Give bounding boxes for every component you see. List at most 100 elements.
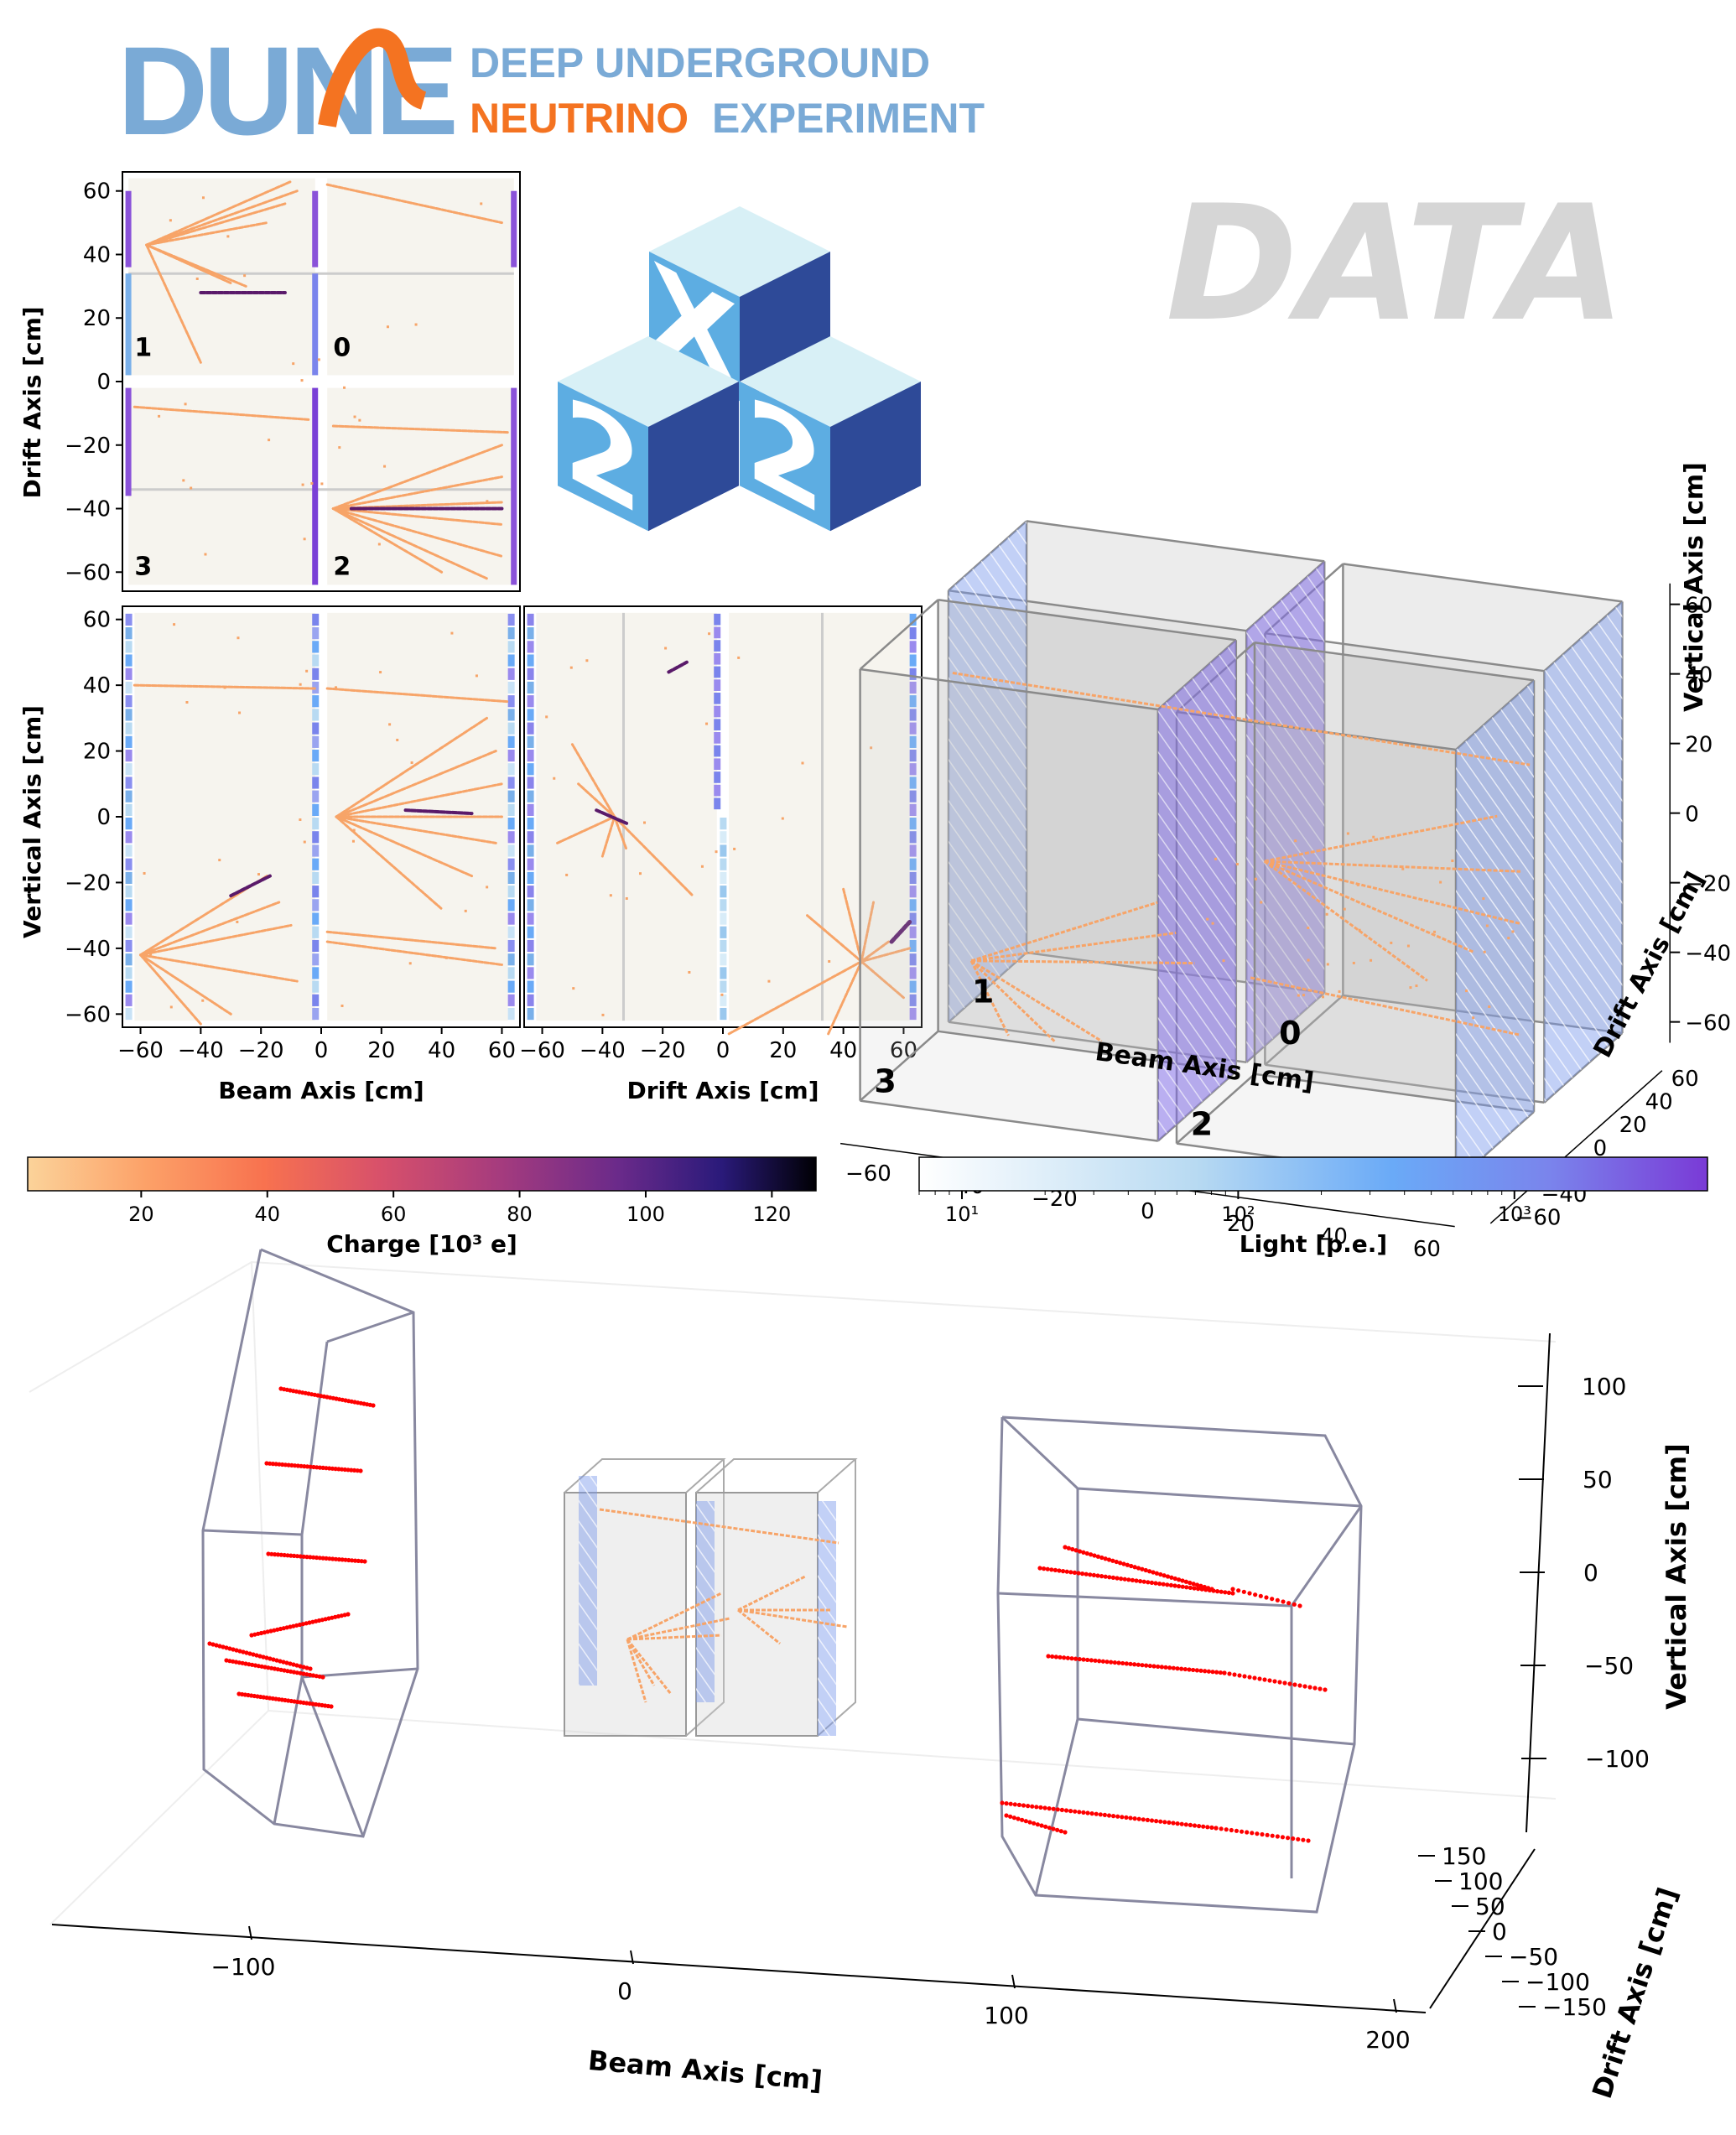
- muon-hit: [308, 1464, 313, 1469]
- top-left-ylabel: Drift Axis [cm]: [18, 306, 46, 498]
- light-detector-cell: [720, 871, 727, 885]
- muon-hit: [1140, 1566, 1145, 1571]
- muon-hit: [1158, 1819, 1163, 1824]
- light-detector-cell: [507, 749, 515, 762]
- charge-hit: [353, 415, 356, 418]
- light-detector-cell: [527, 613, 534, 626]
- light-detector-cell: [507, 967, 515, 979]
- charge-track: [331, 507, 444, 574]
- charge-track: [595, 808, 629, 825]
- charge-track: [331, 424, 510, 434]
- muon-hit: [1183, 1822, 1188, 1827]
- light-detector-cell: [527, 899, 534, 912]
- mini-light-panel: [818, 1501, 836, 1736]
- charge-track: [556, 815, 616, 844]
- muon-hit: [346, 1557, 351, 1563]
- charge-hit-3d: [1358, 928, 1361, 932]
- muon-hit: [1100, 1659, 1105, 1664]
- drift-tick-label: −60: [1515, 1206, 1562, 1231]
- light-panel: [1456, 680, 1534, 1182]
- muon-hit: [1008, 1801, 1013, 1806]
- muon-hit: [1236, 1588, 1241, 1593]
- light-detector-cell: [527, 709, 534, 721]
- light-detector-cell: [125, 695, 133, 708]
- muon-hit: [336, 1467, 341, 1472]
- light-detector-cell: [312, 627, 320, 640]
- light-detector-cell: [527, 980, 534, 993]
- muon-hit: [301, 1665, 306, 1670]
- light-detector-cell: [507, 709, 515, 721]
- light-detector-cell: [125, 994, 133, 1006]
- light-detector-cell: [909, 818, 917, 830]
- muon-hit: [1302, 1684, 1307, 1689]
- muon-hit: [336, 1557, 341, 1562]
- charge-track: [860, 940, 890, 964]
- module-3-box-edge: [859, 1030, 939, 1102]
- charge-hit: [169, 1005, 173, 1009]
- muon-hit: [1277, 1680, 1282, 1685]
- muon-hit: [1138, 1579, 1143, 1584]
- muon-hit: [284, 1660, 289, 1665]
- muon-hit: [1301, 1837, 1306, 1842]
- light-detector-bar: [312, 273, 319, 376]
- muon-hit: [1149, 1580, 1154, 1585]
- light-detector-cell: [312, 953, 320, 966]
- charge-track: [335, 782, 503, 818]
- light-detector-cell: [527, 627, 534, 640]
- muon-hit: [233, 1660, 239, 1665]
- muon-hit: [1161, 1582, 1166, 1587]
- muon-hit: [298, 1670, 303, 1675]
- light-detector-cell: [527, 777, 534, 789]
- muon-detector-right-edge: [996, 1416, 1363, 1914]
- charge-hit: [340, 1004, 344, 1007]
- muon-hit: [1051, 1826, 1056, 1831]
- charge-track: [613, 815, 628, 851]
- muon-hit: [1219, 1589, 1224, 1594]
- charge-hit: [475, 674, 478, 678]
- x-tick-label: −60: [117, 1038, 164, 1063]
- muon-hit: [301, 1671, 306, 1676]
- light-detector-cell: [507, 668, 515, 680]
- muon-hit: [1066, 1545, 1071, 1551]
- muon-hit: [254, 1653, 259, 1658]
- muon-hit: [1172, 1576, 1177, 1582]
- muon-hit: [1118, 1561, 1123, 1566]
- muon-hit: [311, 1555, 316, 1560]
- muon-hit: [268, 1656, 273, 1661]
- light-detector-cell: [507, 818, 515, 830]
- muon-hit: [1000, 1800, 1005, 1805]
- light-detector-cell: [909, 980, 917, 993]
- light-panel: [1157, 640, 1236, 1141]
- muon-hit: [1081, 1810, 1086, 1815]
- light-detector-cell: [507, 654, 515, 667]
- muon-hit: [1085, 1810, 1090, 1816]
- charge-hit: [396, 738, 399, 741]
- charge-hit: [609, 894, 612, 897]
- charge-hit-3d: [1356, 883, 1359, 886]
- charge-hit-3d: [1302, 994, 1305, 997]
- muon-hit: [269, 1665, 274, 1670]
- y-tick-label: −20: [65, 434, 111, 459]
- light-panel: [1246, 561, 1325, 1062]
- charge-hit-3d: [1222, 959, 1225, 963]
- cube-right-face: [648, 382, 739, 532]
- muon-hit: [293, 1463, 298, 1468]
- x-tick-label: 40: [428, 1038, 455, 1063]
- muon-hit: [261, 1654, 266, 1660]
- charge-hit: [305, 669, 309, 673]
- light-detector-cell: [909, 967, 917, 979]
- muon-hit: [288, 1669, 294, 1674]
- muon-hit: [1132, 1816, 1137, 1821]
- module-region: [536, 612, 717, 1021]
- muon-hit: [1004, 1813, 1009, 1818]
- muon-hit: [264, 1655, 269, 1660]
- charge-hit: [201, 999, 205, 1002]
- muon-hit: [207, 1641, 212, 1646]
- charge-hit-3d: [1325, 912, 1328, 916]
- light-detector-cell: [507, 899, 515, 912]
- muon-hit: [1112, 1660, 1117, 1665]
- muon-hit: [1307, 1685, 1312, 1690]
- charge-hit: [639, 872, 642, 875]
- det3d-zlabel: Vertical Axis [cm]: [1680, 462, 1709, 712]
